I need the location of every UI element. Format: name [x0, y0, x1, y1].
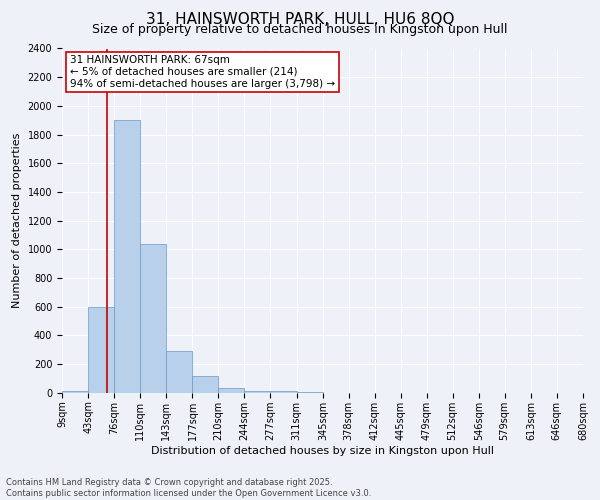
Text: 31 HAINSWORTH PARK: 67sqm
← 5% of detached houses are smaller (214)
94% of semi-: 31 HAINSWORTH PARK: 67sqm ← 5% of detach… — [70, 56, 335, 88]
Bar — [140, 244, 166, 393]
Bar — [270, 392, 296, 393]
Bar — [193, 376, 218, 393]
Y-axis label: Number of detached properties: Number of detached properties — [12, 133, 22, 308]
Text: 31, HAINSWORTH PARK, HULL, HU6 8QQ: 31, HAINSWORTH PARK, HULL, HU6 8QQ — [146, 12, 454, 28]
Text: Size of property relative to detached houses in Kingston upon Hull: Size of property relative to detached ho… — [92, 22, 508, 36]
Bar — [218, 388, 244, 393]
Bar — [296, 392, 323, 393]
X-axis label: Distribution of detached houses by size in Kingston upon Hull: Distribution of detached houses by size … — [151, 446, 494, 456]
Text: Contains HM Land Registry data © Crown copyright and database right 2025.
Contai: Contains HM Land Registry data © Crown c… — [6, 478, 371, 498]
Bar — [62, 390, 88, 393]
Bar — [114, 120, 140, 393]
Bar — [88, 306, 114, 393]
Bar — [166, 351, 193, 393]
Bar — [244, 390, 270, 393]
